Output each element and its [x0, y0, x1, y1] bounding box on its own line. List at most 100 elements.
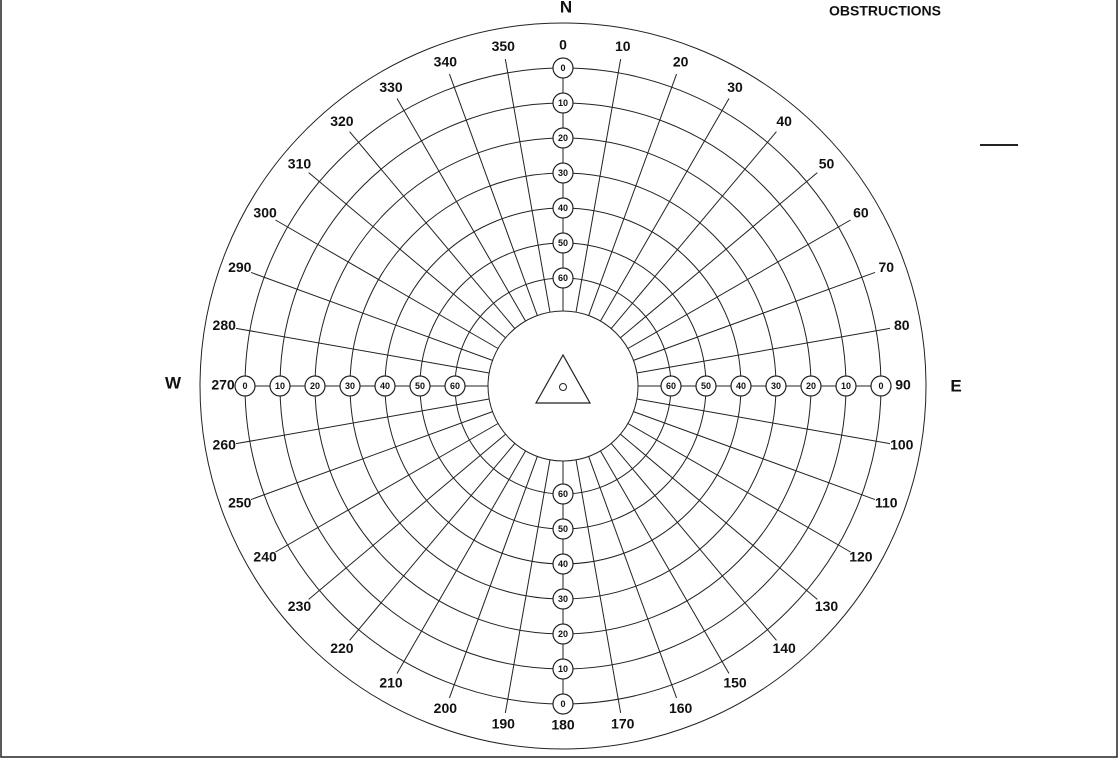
azimuth-label: 300 [253, 205, 277, 221]
azimuth-label: 80 [894, 317, 910, 333]
elevation-label: 10 [558, 98, 568, 108]
elevation-label: 60 [558, 489, 568, 499]
azimuth-line [308, 433, 506, 600]
azimuth-line [396, 450, 526, 674]
elevation-marker [409, 375, 431, 397]
azimuth-line [575, 459, 622, 714]
azimuth-label: 110 [875, 494, 898, 510]
elevation-marker [339, 375, 361, 397]
inner-circle [487, 310, 639, 462]
west-label: W [165, 373, 182, 392]
azimuth-line [610, 443, 777, 641]
azimuth-line [250, 411, 493, 501]
azimuth-line [636, 398, 891, 445]
elevation-marker [444, 375, 466, 397]
elevation-label: 50 [558, 524, 568, 534]
elevation-label: 20 [310, 381, 320, 391]
elevation-marker [552, 127, 574, 149]
elevation-marker [835, 375, 857, 397]
azimuth-label: 160 [669, 700, 693, 716]
azimuth-line [504, 58, 551, 313]
azimuth-line [588, 73, 678, 316]
azimuth-label: 340 [434, 53, 458, 69]
azimuth-label: 60 [853, 205, 869, 221]
azimuth-label: 0 [559, 37, 567, 53]
elevation-label: 10 [558, 664, 568, 674]
azimuth-line [235, 398, 490, 445]
east-label: E [950, 376, 961, 395]
elevation-marker [552, 588, 574, 610]
azimuth-line [636, 327, 891, 374]
elevation-marker [695, 375, 717, 397]
elevation-marker [304, 375, 326, 397]
elevation-marker [552, 658, 574, 680]
elevation-label: 30 [558, 594, 568, 604]
elevation-marker [552, 553, 574, 575]
azimuth-line [610, 131, 777, 329]
azimuth-label: 30 [727, 79, 743, 95]
azimuth-label: 200 [434, 700, 458, 716]
azimuth-line [620, 172, 818, 339]
elevation-label: 40 [380, 381, 390, 391]
elevation-marker [552, 92, 574, 114]
azimuth-label: 310 [288, 156, 312, 172]
elevation-label: 0 [878, 381, 883, 391]
azimuth-line [600, 98, 730, 322]
azimuth-label: 130 [815, 598, 839, 614]
elevation-marker [269, 375, 291, 397]
azimuth-line [308, 172, 506, 339]
elevation-marker [552, 483, 574, 505]
azimuth-label: 40 [776, 113, 792, 129]
azimuth-label: 250 [228, 494, 252, 510]
elevation-label: 40 [558, 203, 568, 213]
azimuth-line [627, 219, 851, 349]
azimuth-label: 150 [723, 675, 747, 691]
azimuth-line [620, 433, 818, 600]
azimuth-label: 230 [288, 598, 312, 614]
azimuth-line [600, 450, 730, 674]
title: OBSTRUCTIONS [829, 3, 941, 19]
elevation-label: 50 [415, 381, 425, 391]
azimuth-label: 220 [330, 640, 354, 656]
azimuth-label: 180 [551, 717, 575, 733]
elevation-label: 10 [275, 381, 285, 391]
elevation-label: 20 [558, 133, 568, 143]
azimuth-label: 240 [253, 549, 277, 565]
elevation-marker [730, 375, 752, 397]
azimuth-label: 260 [213, 436, 237, 452]
azimuth-line [349, 131, 516, 329]
azimuth-line [504, 459, 551, 714]
elevation-label: 30 [345, 381, 355, 391]
elevation-marker [552, 518, 574, 540]
elevation-marker [552, 693, 574, 715]
azimuth-line [575, 58, 622, 313]
elevation-marker [552, 267, 574, 289]
azimuth-label: 90 [895, 377, 911, 393]
azimuth-line [588, 456, 678, 699]
elevation-marker [660, 375, 682, 397]
elevation-label: 20 [806, 381, 816, 391]
azimuth-label: 20 [673, 53, 689, 69]
elevation-marker [552, 232, 574, 254]
elevation-marker [552, 162, 574, 184]
azimuth-label: 270 [211, 377, 235, 393]
elevation-marker [765, 375, 787, 397]
azimuth-line [448, 456, 538, 699]
azimuth-label: 170 [611, 715, 635, 731]
azimuth-line [448, 73, 538, 316]
elevation-label: 20 [558, 629, 568, 639]
elevation-marker [870, 375, 892, 397]
elevation-label: 60 [558, 273, 568, 283]
azimuth-line [633, 271, 876, 361]
elevation-label: 0 [560, 63, 565, 73]
observer-triangle [534, 353, 592, 404]
azimuth-line [349, 443, 516, 641]
elevation-marker [552, 623, 574, 645]
azimuth-line [250, 271, 493, 361]
elevation-label: 0 [560, 699, 565, 709]
azimuth-label: 280 [213, 317, 237, 333]
azimuth-line [275, 423, 499, 553]
azimuth-label: 190 [492, 715, 516, 731]
azimuth-line [627, 423, 851, 553]
